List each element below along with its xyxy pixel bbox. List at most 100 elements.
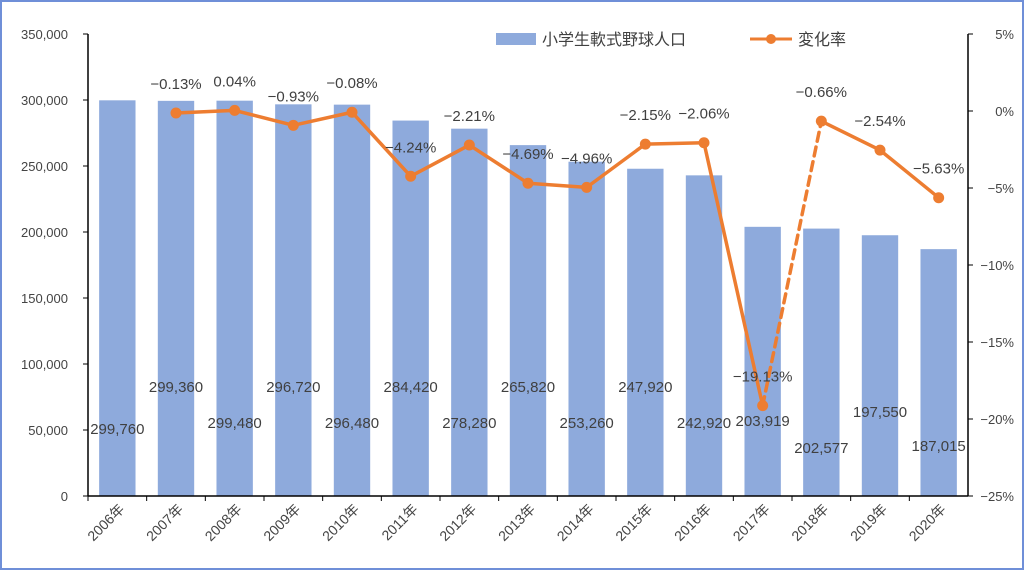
- right-tick-label: 5%: [995, 27, 1014, 42]
- bar-value-label: 296,480: [325, 415, 379, 432]
- bar-7: [509, 145, 547, 496]
- bar-12: [803, 228, 840, 496]
- category-label: 2016年: [671, 501, 714, 544]
- label-layer: −0.13% 0.04% −0.93% −0.08% −4.24% −2.21% −4.69…: [90, 73, 966, 457]
- category-label: 2012年: [436, 501, 479, 544]
- line-segment: [760, 119, 824, 408]
- rate-label: −2.54%: [854, 113, 905, 130]
- bar-value-label: 299,360: [149, 379, 203, 396]
- line-marker: [757, 400, 769, 412]
- rate-label: −0.13%: [150, 76, 201, 93]
- left-tick-label: 350,000: [21, 27, 68, 42]
- line-marker: [405, 170, 417, 182]
- bar-value-label: 299,760: [90, 421, 144, 438]
- rate-label: −2.21%: [444, 108, 495, 125]
- line-segment: [643, 140, 706, 146]
- bar-8: [568, 161, 605, 497]
- left-tick-label: 100,000: [21, 357, 68, 372]
- bar-value-label: 197,550: [853, 404, 907, 421]
- bar-5: [392, 120, 429, 496]
- rate-label: −0.08%: [326, 75, 377, 92]
- rate-label: −5.63%: [913, 161, 964, 178]
- bar-14: [920, 249, 957, 496]
- line-segment: [584, 142, 648, 190]
- legend-line-label: 変化率: [798, 31, 846, 49]
- left-tick-label: 50,000: [28, 423, 68, 438]
- legend-line-marker: [766, 34, 776, 44]
- line-marker: [639, 138, 651, 150]
- line-marker: [581, 181, 593, 193]
- category-label: 2008年: [202, 501, 245, 544]
- legend: 小学生軟式野球人口 変化率: [496, 31, 846, 49]
- legend-bar-label: 小学生軟式野球人口: [542, 31, 686, 49]
- bar-2: [216, 100, 253, 496]
- right-tick-label: −15%: [980, 335, 1014, 350]
- bar-10: [685, 175, 723, 497]
- category-label: 2019年: [847, 501, 890, 544]
- bar-value-label: 187,015: [912, 438, 966, 455]
- category-label: 2007年: [143, 501, 186, 544]
- category-label: 2020年: [906, 501, 949, 544]
- line-segment: [232, 108, 296, 128]
- rate-label: 0.04%: [213, 73, 256, 90]
- line-segment: [526, 181, 589, 190]
- line-marker: [287, 119, 299, 131]
- left-tick-label: 0: [61, 489, 68, 504]
- line-segment: [350, 110, 413, 179]
- line-marker: [933, 192, 945, 204]
- legend-bar-swatch: [496, 33, 536, 45]
- right-tick-label: −25%: [980, 489, 1014, 504]
- left-tick-label: 150,000: [21, 291, 68, 306]
- bar-4: [333, 104, 371, 497]
- bar-value-label: 242,920: [677, 415, 731, 432]
- bar-9: [627, 168, 664, 496]
- line-layer: [170, 104, 945, 412]
- bar-3: [275, 104, 312, 497]
- category-label: 2018年: [788, 501, 831, 544]
- right-tick-label: −10%: [980, 258, 1014, 273]
- category-label: 2014年: [554, 501, 597, 544]
- bar-value-label: 247,920: [618, 379, 672, 396]
- category-label: 2015年: [612, 501, 655, 544]
- left-tick-label: 200,000: [21, 225, 68, 240]
- rate-label: −2.15%: [620, 107, 671, 124]
- bar-layer: [99, 100, 957, 497]
- bar-value-label: 284,420: [384, 379, 438, 396]
- rate-label: −19.13%: [733, 369, 793, 386]
- rate-label: −4.69%: [502, 146, 553, 163]
- rate-label: −0.66%: [796, 84, 847, 101]
- line-marker: [170, 107, 182, 119]
- bar-6: [451, 128, 488, 496]
- bar-0: [99, 100, 136, 496]
- line-marker: [874, 144, 886, 156]
- line-segment: [291, 110, 354, 128]
- line-segment: [702, 140, 765, 408]
- bar-11: [744, 226, 781, 497]
- bar-value-label: 299,480: [208, 415, 262, 432]
- line-segment: [174, 108, 237, 115]
- bar-value-label: 265,820: [501, 379, 555, 396]
- left-tick-label: 300,000: [21, 93, 68, 108]
- category-label: 2010年: [319, 501, 362, 544]
- line-marker: [522, 177, 534, 189]
- line-segment: [878, 148, 941, 200]
- bar-value-label: 278,280: [442, 415, 496, 432]
- bar-value-label: 296,720: [266, 379, 320, 396]
- rate-label: −4.24%: [385, 139, 436, 156]
- category-label: 2017年: [730, 501, 773, 544]
- rate-label: −0.93%: [268, 88, 319, 105]
- line-marker: [346, 106, 358, 118]
- category-label: 2006年: [84, 501, 127, 544]
- line-segment: [408, 143, 472, 179]
- category-label: 2013年: [495, 501, 538, 544]
- line-segment: [467, 143, 530, 185]
- rate-label: −4.96%: [561, 150, 612, 167]
- right-tick-label: 0%: [995, 104, 1014, 119]
- line-segment: [819, 119, 882, 152]
- bar-value-label: 202,577: [794, 440, 848, 457]
- line-marker: [229, 104, 241, 116]
- line-marker: [698, 137, 710, 149]
- bar-13: [861, 235, 899, 496]
